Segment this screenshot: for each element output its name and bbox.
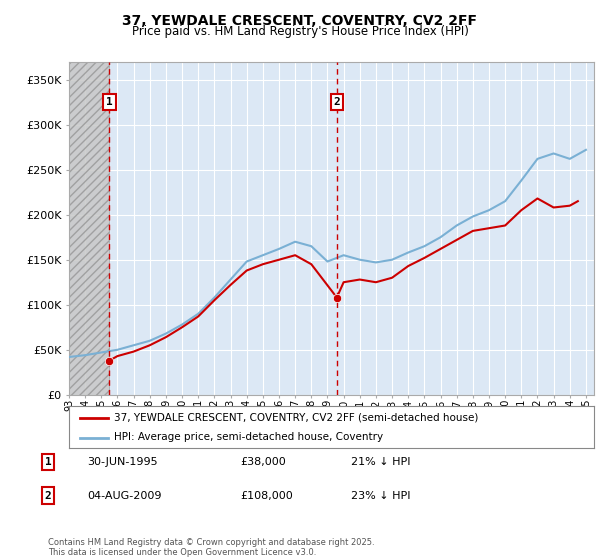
- Bar: [69, 62, 109, 395]
- Text: 30-JUN-1995: 30-JUN-1995: [87, 457, 158, 467]
- Text: £38,000: £38,000: [240, 457, 286, 467]
- Text: 2: 2: [334, 97, 340, 107]
- Text: 37, YEWDALE CRESCENT, COVENTRY, CV2 2FF: 37, YEWDALE CRESCENT, COVENTRY, CV2 2FF: [122, 14, 478, 28]
- Text: £108,000: £108,000: [240, 491, 293, 501]
- Text: 37, YEWDALE CRESCENT, COVENTRY, CV2 2FF (semi-detached house): 37, YEWDALE CRESCENT, COVENTRY, CV2 2FF …: [113, 413, 478, 423]
- Text: 1: 1: [44, 457, 52, 467]
- Text: Contains HM Land Registry data © Crown copyright and database right 2025.
This d: Contains HM Land Registry data © Crown c…: [48, 538, 374, 557]
- Text: Price paid vs. HM Land Registry's House Price Index (HPI): Price paid vs. HM Land Registry's House …: [131, 25, 469, 38]
- Text: 23% ↓ HPI: 23% ↓ HPI: [351, 491, 410, 501]
- Text: 21% ↓ HPI: 21% ↓ HPI: [351, 457, 410, 467]
- Text: HPI: Average price, semi-detached house, Coventry: HPI: Average price, semi-detached house,…: [113, 432, 383, 442]
- Text: 04-AUG-2009: 04-AUG-2009: [87, 491, 161, 501]
- Text: 1: 1: [106, 97, 113, 107]
- Text: 2: 2: [44, 491, 52, 501]
